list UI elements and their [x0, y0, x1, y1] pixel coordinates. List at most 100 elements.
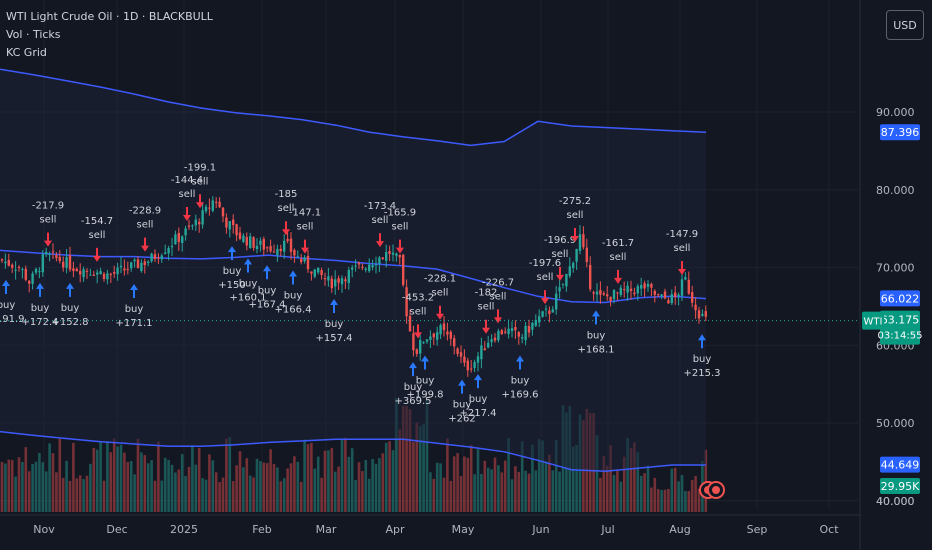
volume-bar — [41, 462, 45, 512]
buy-arrow-icon — [409, 362, 417, 377]
volume-bar — [449, 480, 453, 512]
candle-body — [459, 352, 463, 357]
candle-body — [337, 278, 340, 283]
keltner-lower-band — [0, 430, 706, 472]
candle-body — [436, 332, 439, 340]
candle-body — [704, 311, 707, 317]
volume-bar — [184, 476, 187, 512]
candle-body — [198, 221, 201, 225]
volume-indicator-label[interactable]: Vol · Ticks — [6, 28, 61, 41]
candle-body — [453, 338, 456, 347]
x-tick-label: Mar — [316, 523, 337, 536]
candle-body — [381, 257, 384, 259]
volume-bar — [293, 456, 296, 512]
volume-bar — [51, 453, 55, 512]
sell-arrow-icon — [436, 305, 444, 320]
volume-bar — [197, 448, 201, 512]
volume-bar — [677, 481, 680, 512]
candle-body — [633, 292, 636, 295]
candle-body — [51, 251, 55, 253]
candle-body — [619, 287, 622, 296]
candle-body — [82, 269, 85, 278]
candle-body — [303, 257, 306, 262]
candle-body — [646, 283, 650, 287]
volume-bar — [684, 491, 687, 512]
candle-body — [14, 269, 17, 271]
volume-bar — [289, 463, 293, 512]
candle-body — [21, 269, 24, 271]
buy-signal-value: +172.4 — [21, 317, 58, 328]
volume-bar — [347, 456, 351, 512]
candle-body — [527, 326, 531, 333]
candle-body — [75, 268, 78, 272]
buy-signal-label: buy — [325, 319, 344, 330]
volume-bar — [313, 468, 317, 512]
candle-body — [432, 333, 435, 338]
candle-body — [582, 234, 585, 248]
candle-body — [215, 202, 218, 204]
buy-signal-value: +191.9 — [0, 314, 25, 325]
candle-body — [119, 265, 123, 268]
sell-signal-label: sell — [278, 203, 295, 214]
volume-bar — [7, 459, 11, 512]
candle-body — [412, 333, 415, 351]
candle-body — [150, 253, 153, 262]
kc-grid-indicator-label[interactable]: KC Grid — [6, 46, 47, 59]
volume-bar — [214, 472, 218, 512]
volume-bar — [537, 439, 541, 512]
volume-bar — [34, 461, 38, 512]
x-tick-label: Sep — [747, 523, 768, 536]
candle-body — [235, 224, 238, 236]
candle-body — [167, 248, 170, 254]
candle-body — [41, 254, 44, 273]
buy-arrow-icon — [2, 280, 10, 295]
volume-bar — [225, 438, 228, 512]
volume-bar — [170, 464, 174, 512]
volume-bar — [65, 460, 68, 512]
candle-body — [106, 273, 109, 280]
volume-bar — [235, 465, 238, 512]
buy-arrow-icon — [130, 283, 138, 298]
sell-signal-label: sell — [297, 222, 314, 233]
candle-body — [657, 294, 660, 296]
candle-body — [126, 268, 129, 270]
sell-signal-value: -453.2 — [402, 292, 434, 303]
sell-signal-label: sell — [478, 302, 495, 313]
candle-body — [194, 219, 197, 226]
volume-bar — [497, 465, 500, 512]
volume-bar — [422, 424, 425, 512]
keltner-upper-band — [0, 68, 707, 147]
volume-bar — [14, 476, 17, 512]
sell-signal-label: sell — [410, 306, 427, 317]
volume-bar — [694, 476, 697, 512]
candle-body — [157, 257, 160, 259]
volume-bar — [24, 447, 28, 512]
candle-body — [616, 292, 619, 294]
sell-signal-label: sell — [89, 230, 106, 241]
sell-signal-label: sell — [537, 272, 554, 283]
buy-arrow-icon — [263, 265, 271, 280]
volume-bar — [262, 462, 266, 512]
volume-bar — [218, 481, 221, 512]
candle-body — [7, 259, 10, 266]
volume-bar — [82, 479, 85, 512]
volume-bar — [612, 475, 616, 512]
volume-bar — [599, 477, 602, 512]
candle-body — [670, 294, 673, 304]
volume-bar — [160, 480, 164, 512]
buy-arrow-icon — [66, 282, 74, 297]
candle-body — [612, 289, 616, 300]
candle-body — [221, 207, 225, 217]
buy-arrow-icon — [592, 310, 600, 325]
volume-bar — [527, 473, 531, 512]
x-tick-label: Oct — [819, 523, 839, 536]
currency-button[interactable]: USD — [886, 10, 924, 40]
volume-bar — [456, 453, 459, 512]
candle-body — [170, 245, 174, 248]
candle-body — [266, 247, 269, 249]
sell-signal-value: -182 — [475, 288, 498, 299]
volume-bar — [626, 437, 629, 512]
volume-bar — [500, 472, 504, 512]
candle-body — [493, 337, 497, 341]
